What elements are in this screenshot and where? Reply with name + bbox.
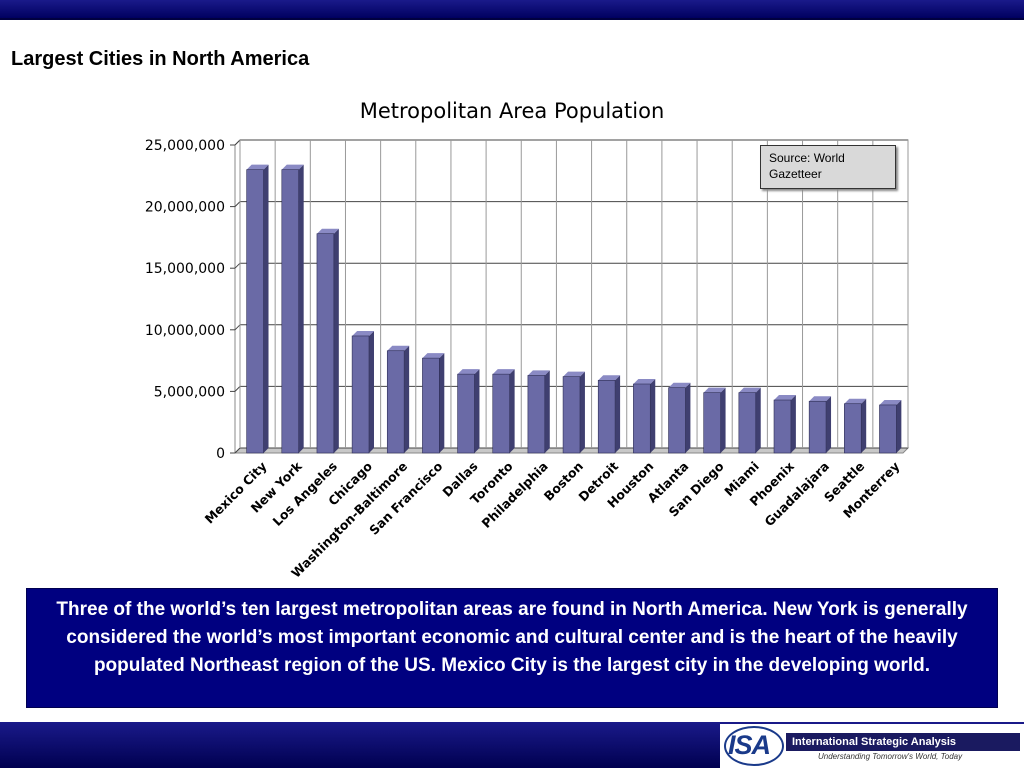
bar — [316, 233, 335, 454]
bar-side — [333, 228, 339, 453]
bar-top — [598, 375, 621, 381]
bar-side — [298, 164, 304, 453]
bar-top — [879, 399, 902, 405]
bar-side — [861, 398, 867, 453]
bar-top — [492, 369, 515, 375]
bar-side — [790, 395, 796, 453]
bar-side — [896, 399, 902, 453]
bar-side — [439, 353, 445, 453]
bar-top — [809, 396, 832, 402]
y-tick-label: 25,000,000 — [145, 138, 225, 154]
bar-top — [774, 395, 796, 401]
bar-side — [509, 369, 515, 453]
top-banner — [0, 0, 1024, 20]
bar-top — [633, 379, 656, 385]
gridline-depth — [234, 201, 241, 207]
bar-side — [474, 369, 480, 453]
bar-side — [755, 387, 761, 453]
bar-top — [246, 164, 269, 170]
bar-top — [457, 369, 480, 375]
bar-side — [685, 382, 691, 453]
bar — [808, 400, 827, 454]
bar-side — [579, 371, 585, 453]
bar — [668, 387, 686, 454]
bar — [879, 404, 897, 454]
population-chart: Metropolitan Area Population 0 5,000,000 10… — [0, 90, 1024, 590]
bar-side — [544, 370, 550, 453]
bar — [281, 169, 299, 454]
caption-box: Three of the world’s ten largest metropo… — [26, 588, 998, 708]
logo-name: International Strategic Analysis — [786, 733, 1020, 751]
bar — [773, 399, 792, 454]
bar — [597, 380, 616, 454]
bar — [492, 373, 510, 454]
bar-top — [316, 228, 339, 234]
bar-side — [720, 387, 726, 453]
bar-side — [826, 396, 832, 453]
source-note: Source: World Gazetteer — [760, 145, 896, 189]
bar-top — [563, 371, 585, 377]
bar-top — [844, 398, 867, 404]
y-tick-label: 5,000,000 — [154, 384, 225, 400]
y-tick-label: 15,000,000 — [145, 261, 225, 277]
company-logo: ISA International Strategic Analysis Und… — [720, 724, 1024, 768]
logo-globe-icon — [724, 726, 784, 766]
bar-side — [650, 379, 656, 453]
bar — [351, 335, 370, 454]
bar-side — [368, 330, 374, 453]
gridline-depth — [234, 139, 241, 146]
bar-top — [422, 353, 445, 359]
chart-title: Metropolitan Area Population — [360, 99, 665, 123]
bar-top — [703, 387, 726, 393]
gridline-depth — [234, 262, 241, 269]
bar — [633, 383, 651, 454]
bar — [703, 392, 721, 454]
slide-title: Largest Cities in North America — [11, 48, 310, 70]
gridline-depth — [234, 324, 241, 331]
bar-side — [615, 375, 621, 453]
bar — [386, 350, 405, 454]
bar — [562, 376, 581, 454]
y-tick-label: 20,000,000 — [145, 200, 225, 216]
bar — [246, 169, 264, 454]
bar — [738, 392, 757, 454]
y-tick-label: 10,000,000 — [145, 323, 225, 339]
gridline-depth — [234, 447, 241, 454]
gridline-depth — [234, 386, 241, 392]
bar-top — [668, 382, 691, 388]
bar-top — [387, 345, 410, 351]
bar — [457, 373, 475, 454]
bar-side — [263, 164, 269, 453]
bar-top — [281, 164, 304, 170]
chart-canvas: Metropolitan Area Population 0 5,000,000 10… — [145, 99, 910, 581]
y-tick-label: 0 — [216, 446, 225, 462]
bar — [844, 403, 862, 454]
bar-side — [404, 345, 410, 453]
bar-top — [527, 370, 550, 376]
bar — [422, 357, 440, 454]
bar-top — [352, 330, 374, 336]
logo-mark: ISA — [728, 730, 771, 760]
logo-tagline: Understanding Tomorrow's World, Today — [818, 752, 963, 761]
bar — [527, 375, 546, 454]
bar-top — [738, 387, 761, 393]
